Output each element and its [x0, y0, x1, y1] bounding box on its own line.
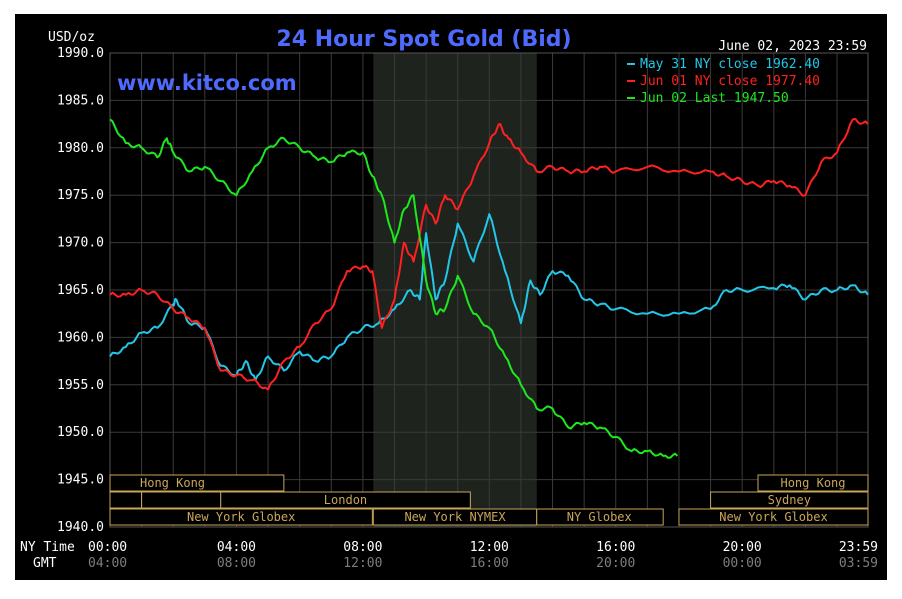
x-tick-label-ny: 16:00: [596, 540, 635, 555]
x-tick-label-ny: 00:00: [88, 540, 127, 555]
y-tick-label: 1985.0: [57, 93, 104, 108]
y-tick-label: 1975.0: [57, 188, 104, 203]
y-tick-label: 1965.0: [57, 283, 104, 298]
trading-sessions: Hong Kong Hong Kong London Sydney New York G…: [109, 474, 869, 526]
series-lines: [109, 118, 869, 459]
x-row-label-ny: NY Time: [20, 540, 75, 555]
series-line-1: [109, 118, 869, 391]
y-tick-label: 1990.0: [57, 46, 104, 61]
legend-entry-jun01: Jun 01 NY close 1977.40: [640, 74, 820, 89]
legend: May 31 NY close 1962.40 Jun 01 NY close …: [627, 57, 820, 106]
session-label: Hong Kong: [780, 476, 845, 490]
session-label: New York Globex: [187, 510, 295, 524]
session-box: [109, 508, 373, 526]
x-tick-label-gmt: 03:59: [839, 556, 878, 571]
x-tick-label-ny: 04:00: [217, 540, 256, 555]
legend-entry-may31: May 31 NY close 1962.40: [640, 57, 820, 72]
session-label: London: [324, 493, 367, 507]
y-tick-label: 1945.0: [57, 473, 104, 488]
series-line-0: [109, 213, 869, 382]
session-box: [109, 491, 143, 509]
chart-date-label: June 02, 2023 23:59: [718, 39, 867, 54]
y-tick-label: 1980.0: [57, 141, 104, 156]
x-axis-ticks: 00:0004:0004:0008:0008:0012:0012:0016:00…: [88, 540, 878, 571]
grid-lines: [110, 53, 868, 527]
chart-title: 24 Hour Spot Gold (Bid): [276, 27, 571, 52]
x-tick-label-ny: 20:00: [723, 540, 762, 555]
y-tick-label: 1950.0: [57, 425, 104, 440]
site-watermark: www.kitco.com: [117, 71, 297, 95]
session-box: [536, 508, 664, 526]
session-box: [109, 474, 285, 492]
y-tick-label: 1970.0: [57, 236, 104, 251]
x-row-label-gmt: GMT: [33, 556, 57, 571]
y-tick-label: 1955.0: [57, 378, 104, 393]
session-label: New York Globex: [719, 510, 827, 524]
session-label: Sydney: [768, 493, 811, 507]
x-tick-label-gmt: 08:00: [217, 556, 256, 571]
session-label: New York NYMEX: [404, 510, 506, 524]
series-line-2: [109, 118, 679, 459]
x-tick-label-gmt: 04:00: [88, 556, 127, 571]
session-box: [141, 491, 222, 509]
legend-entry-jun02: Jun 02 Last 1947.50: [640, 91, 789, 106]
y-unit-label: USD/oz: [48, 30, 95, 45]
x-tick-label-gmt: 20:00: [596, 556, 635, 571]
y-tick-label: 1940.0: [57, 520, 104, 535]
plot-frame: [109, 52, 869, 528]
x-tick-label-gmt: 16:00: [470, 556, 509, 571]
x-tick-label-ny: 23:59: [839, 540, 878, 555]
session-box: [710, 491, 869, 509]
session-label: Hong Kong: [140, 476, 205, 490]
y-axis-ticks: 1990.0 1985.0 1980.0 1975.0 1970.0 1965.0 1960…: [57, 46, 104, 535]
session-box: [678, 508, 869, 526]
x-tick-label-gmt: 12:00: [343, 556, 382, 571]
session-box: [757, 474, 869, 492]
x-tick-label-ny: 08:00: [343, 540, 382, 555]
y-tick-label: 1960.0: [57, 330, 104, 345]
x-tick-label-gmt: 00:00: [723, 556, 762, 571]
x-tick-label-ny: 12:00: [470, 540, 509, 555]
session-label: NY Globex: [567, 510, 632, 524]
